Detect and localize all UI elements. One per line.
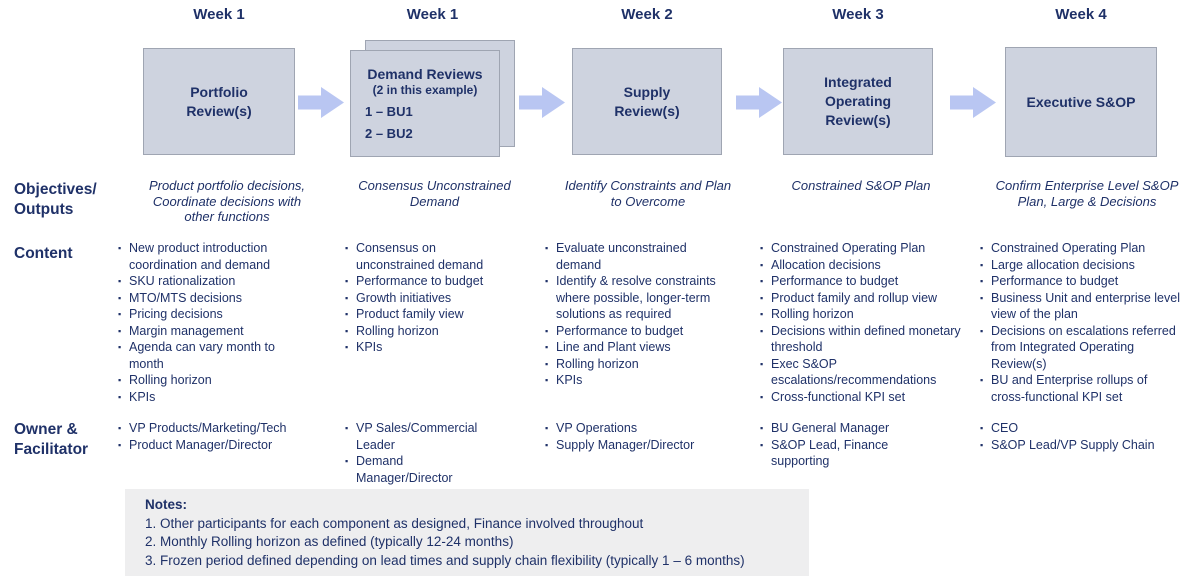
list-item: Constrained Operating Plan	[760, 240, 968, 257]
list-item: Product family view	[345, 306, 515, 323]
notes-panel: Notes: 1. Other participants for each co…	[125, 489, 809, 576]
owner-list-supply: VP OperationsSupply Manager/Director	[545, 420, 760, 453]
list-item: Product Manager/Director	[118, 437, 318, 454]
list-item: BU General Manager	[760, 420, 920, 437]
list-item: Product family and rollup view	[760, 290, 968, 307]
list-item: VP Products/Marketing/Tech	[118, 420, 318, 437]
executive-sop-box: Executive S&OP	[1005, 47, 1157, 157]
content-list-supply: Evaluate unconstrained demandIdentify & …	[545, 240, 730, 389]
portfolio-review-box: Portfolio Review(s)	[143, 48, 295, 155]
list-item: CEO	[980, 420, 1195, 437]
box-title: Supply Review(s)	[614, 83, 680, 119]
week-label-executive: Week 4	[1055, 6, 1107, 23]
list-item: Line and Plant views	[545, 339, 730, 356]
list-item: KPIs	[118, 389, 306, 406]
supply-review-box: Supply Review(s)	[572, 48, 722, 155]
list-item: Allocation decisions	[760, 257, 968, 274]
list-item: MTO/MTS decisions	[118, 290, 306, 307]
week-label-supply: Week 2	[621, 6, 673, 23]
objective-executive: Confirm Enterprise Level S&OP Plan, Larg…	[995, 178, 1179, 209]
box-title: Executive S&OP	[1026, 93, 1136, 110]
box-title: Demand Reviews	[367, 66, 483, 82]
flow-arrow-icon	[950, 87, 996, 118]
objective-supply: Identify Constraints and Plan to Overcom…	[564, 178, 732, 209]
list-item: Consensus on unconstrained demand	[345, 240, 515, 273]
list-item: 1 – BU1	[365, 104, 413, 119]
list-item: Performance to budget	[980, 273, 1180, 290]
list-item: BU and Enterprise rollups of cross-funct…	[980, 372, 1180, 405]
list-item: 3. Frozen period defined depending on le…	[145, 552, 745, 568]
list-item: Supply Manager/Director	[545, 437, 760, 454]
list-item: KPIs	[545, 372, 730, 389]
list-item: Rolling horizon	[345, 323, 515, 340]
box-subtitle: (2 in this example)	[372, 83, 478, 97]
list-item: Demand Manager/Director	[345, 453, 485, 486]
week-label-portfolio: Week 1	[193, 6, 245, 23]
content-list-demand: Consensus on unconstrained demandPerform…	[345, 240, 515, 356]
list-item: Rolling horizon	[118, 372, 306, 389]
list-item: Cross-functional KPI set	[760, 389, 968, 406]
list-item: S&OP Lead/VP Supply Chain	[980, 437, 1195, 454]
list-item: Business Unit and enterprise level view …	[980, 290, 1180, 323]
list-item: 2. Monthly Rolling horizon as defined (t…	[145, 534, 514, 549]
notes-heading: Notes:	[145, 497, 188, 512]
owner-list-portfolio: VP Products/Marketing/TechProduct Manage…	[118, 420, 318, 453]
list-item: S&OP Lead, Finance supporting	[760, 437, 920, 470]
list-item: Agenda can vary month to month	[118, 339, 306, 372]
content-list-portfolio: New product introduction coordination an…	[118, 240, 306, 405]
integrated-operating-review-box: Integrated Operating Review(s)	[783, 48, 933, 155]
objective-demand: Consensus Unconstrained Demand	[358, 178, 511, 209]
list-item: New product introduction coordination an…	[118, 240, 306, 273]
list-item: 1. Other participants for each component…	[145, 515, 644, 531]
list-item: Large allocation decisions	[980, 257, 1180, 274]
list-item: VP Sales/Commercial Leader	[345, 420, 485, 453]
list-item: Performance to budget	[345, 273, 515, 290]
list-item: Margin management	[118, 323, 306, 340]
list-item: 2 – BU2	[365, 126, 413, 141]
flow-arrow-icon	[736, 87, 782, 118]
list-item: Rolling horizon	[760, 306, 968, 323]
list-item: Constrained Operating Plan	[980, 240, 1180, 257]
owner-list-integrated: BU General ManagerS&OP Lead, Finance sup…	[760, 420, 920, 470]
content-list-integrated: Constrained Operating PlanAllocation dec…	[760, 240, 968, 405]
list-item: Performance to budget	[760, 273, 968, 290]
week-label-integrated: Week 3	[832, 6, 884, 23]
row-label-owner-facilitator: Owner & Facilitator	[14, 421, 89, 458]
notes-line-list: 1. Other participants for each component…	[145, 515, 795, 571]
box-title: Integrated Operating Review(s)	[824, 74, 892, 128]
list-item: Exec S&OP escalations/recommendations	[760, 356, 968, 389]
row-label-objectives-outputs: Objectives/ Outputs	[14, 181, 97, 218]
demand-reviews-box: Demand Reviews (2 in this example) 1 – B…	[350, 50, 500, 157]
objective-portfolio: Product portfolio decisions, Coordinate …	[148, 178, 306, 224]
row-label-content: Content	[14, 245, 73, 262]
box-line-list: 1 – BU1 2 – BU2	[351, 103, 499, 142]
list-item: Identify & resolve constraints where pos…	[545, 273, 730, 323]
list-item: Rolling horizon	[545, 356, 730, 373]
list-item: VP Operations	[545, 420, 760, 437]
list-item: SKU rationalization	[118, 273, 306, 290]
list-item: Evaluate unconstrained demand	[545, 240, 730, 273]
list-item: Growth initiatives	[345, 290, 515, 307]
box-title: Portfolio Review(s)	[186, 83, 252, 119]
list-item: KPIs	[345, 339, 515, 356]
list-item: Performance to budget	[545, 323, 730, 340]
week-label-demand: Week 1	[406, 6, 459, 23]
flow-arrow-icon	[519, 87, 565, 118]
list-item: Decisions on escalations referred from I…	[980, 323, 1180, 373]
list-item: Decisions within defined monetary thresh…	[760, 323, 968, 356]
list-item: Pricing decisions	[118, 306, 306, 323]
content-list-executive: Constrained Operating PlanLarge allocati…	[980, 240, 1180, 405]
flow-arrow-icon	[298, 87, 344, 118]
owner-list-executive: CEOS&OP Lead/VP Supply Chain	[980, 420, 1195, 453]
objective-integrated: Constrained S&OP Plan	[791, 178, 931, 193]
owner-list-demand: VP Sales/Commercial LeaderDemand Manager…	[345, 420, 485, 486]
